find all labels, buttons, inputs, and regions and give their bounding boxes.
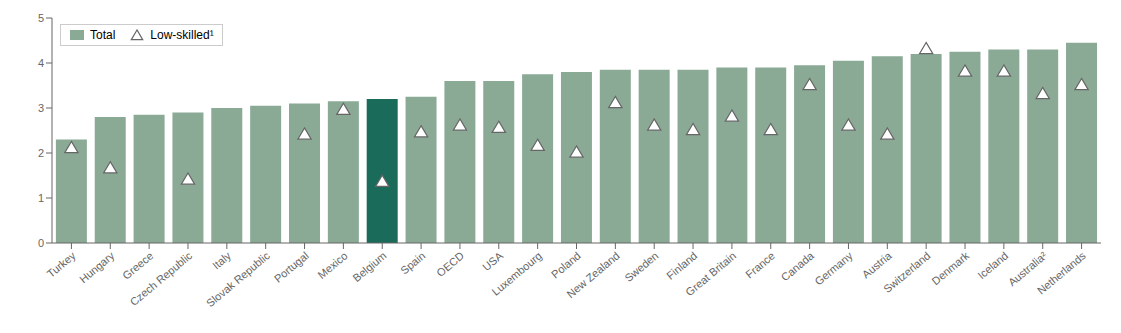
svg-text:Mexico: Mexico (315, 249, 349, 281)
svg-text:2: 2 (38, 147, 44, 159)
svg-text:Hungary: Hungary (77, 249, 117, 285)
svg-text:Canada: Canada (779, 249, 817, 284)
svg-text:Luxembourg: Luxembourg (489, 249, 544, 298)
svg-text:Portugal: Portugal (272, 249, 311, 285)
svg-text:Germany: Germany (812, 249, 855, 288)
html-text:Low-skilled¹: Low-skilled¹ (150, 28, 214, 42)
svg-text:Denmark: Denmark (929, 249, 971, 287)
svg-text:Belgium: Belgium (350, 249, 388, 284)
svg-text:Sweden: Sweden (622, 249, 660, 284)
svg-text:USA: USA (480, 249, 506, 273)
svg-text:Great Britain: Great Britain (683, 249, 738, 298)
svg-text:Spain: Spain (398, 249, 427, 276)
svg-text:Slovak Republic: Slovak Republic (204, 249, 273, 309)
html-text:Total: Total (90, 28, 116, 42)
svg-text:Turkey: Turkey (45, 249, 79, 280)
svg-text:4: 4 (38, 57, 44, 69)
svg-text:3: 3 (38, 102, 44, 114)
svg-text:New Zealand: New Zealand (564, 249, 621, 300)
svg-text:Australia²: Australia² (1005, 249, 1049, 289)
svg-text:Switzerland: Switzerland (881, 249, 932, 295)
svg-text:0: 0 (38, 237, 44, 249)
svg-text:5: 5 (38, 12, 44, 24)
svg-text:Finland: Finland (664, 249, 699, 281)
svg-text:OECD: OECD (434, 249, 466, 279)
svg-text:Iceland: Iceland (975, 249, 1010, 281)
svg-text:Netherlands: Netherlands (1035, 249, 1089, 297)
svg-text:Italy: Italy (210, 249, 234, 271)
svg-text:France: France (743, 249, 777, 280)
svg-text:Greece: Greece (120, 249, 155, 281)
svg-text:1: 1 (38, 192, 44, 204)
svg-text:Czech Republic: Czech Republic (128, 249, 195, 308)
svg-text:Austria: Austria (860, 249, 895, 281)
svg-text:Poland: Poland (549, 249, 583, 280)
